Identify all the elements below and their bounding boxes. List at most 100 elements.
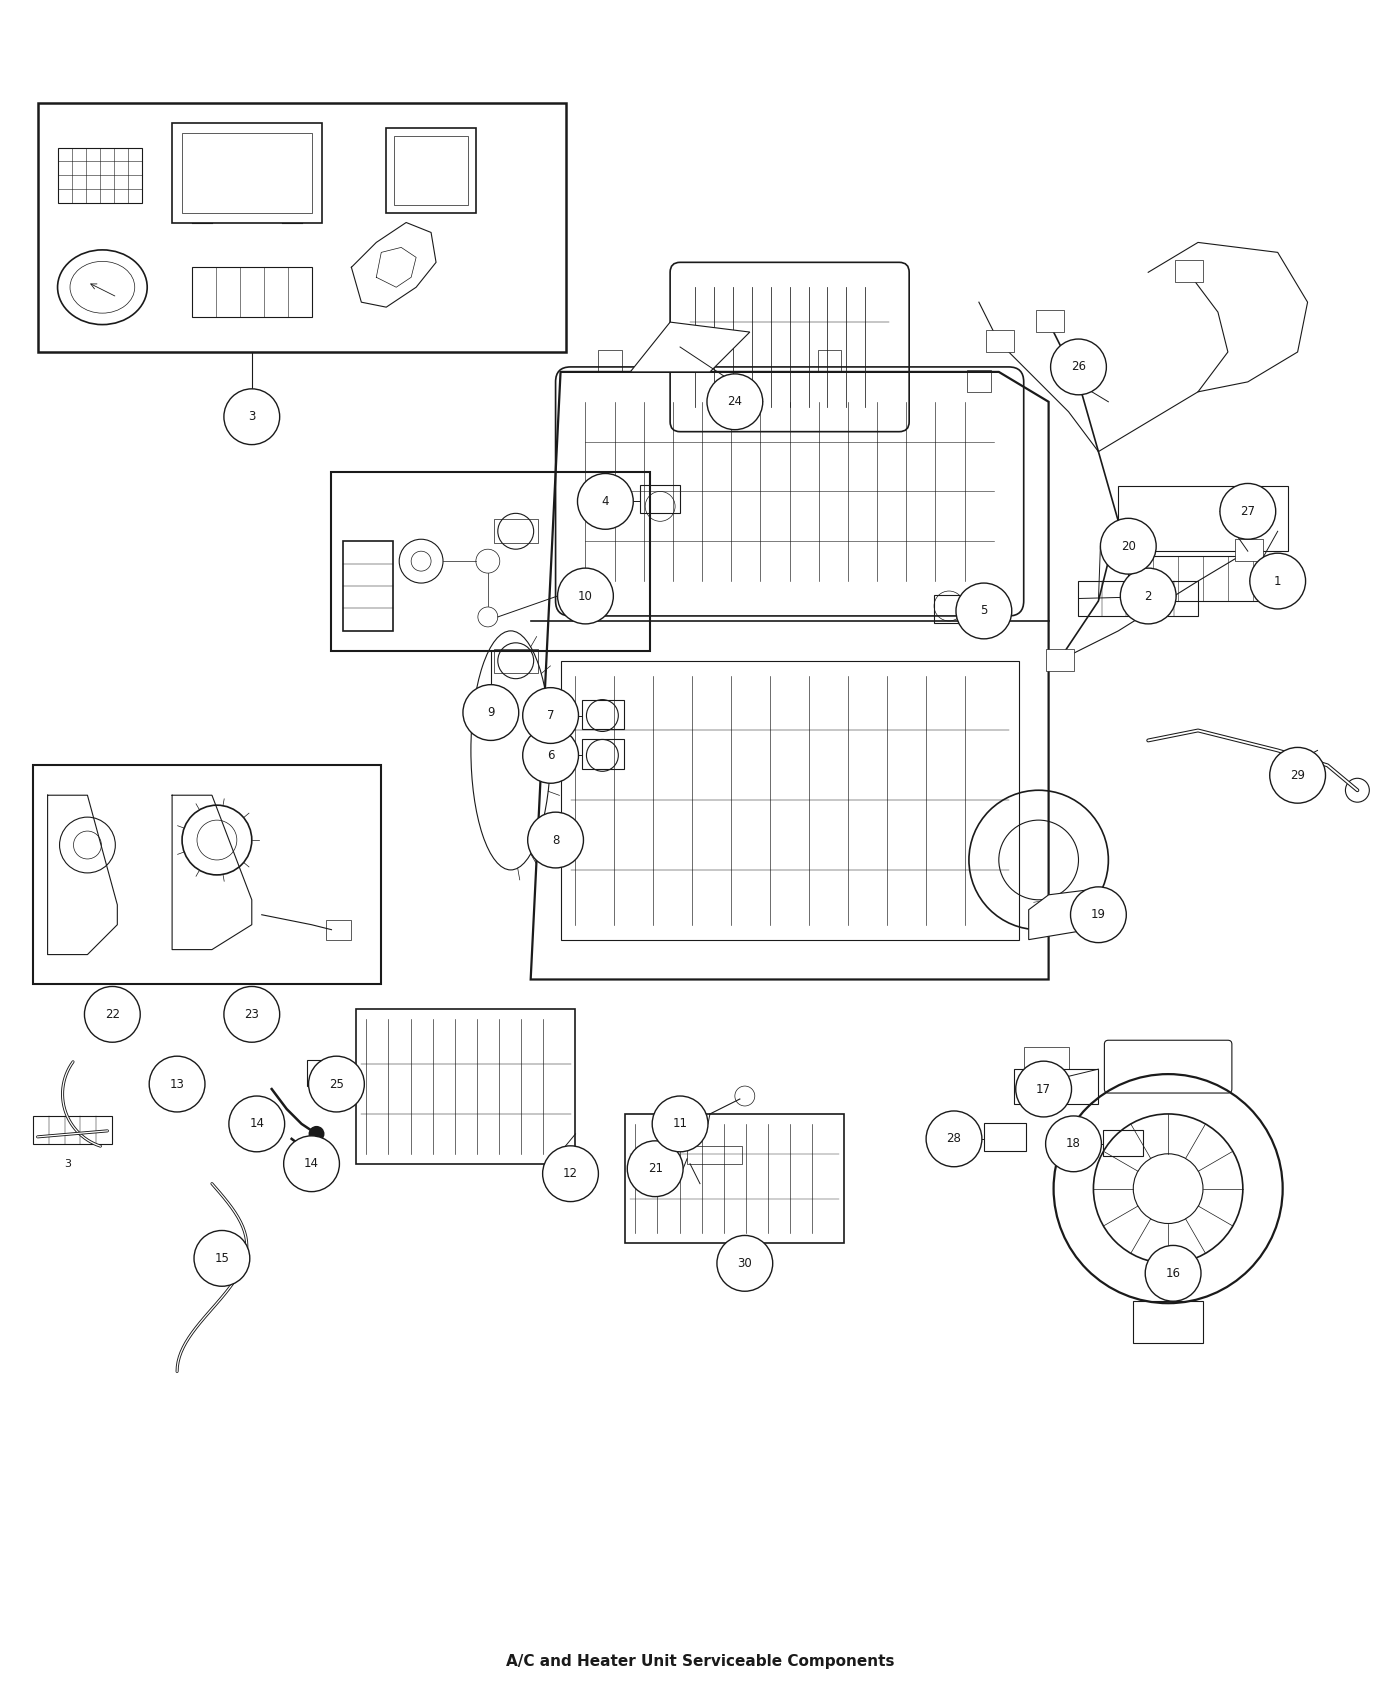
- Text: 8: 8: [552, 833, 559, 847]
- Text: 15: 15: [214, 1251, 230, 1265]
- Text: 13: 13: [169, 1078, 185, 1091]
- Text: 19: 19: [1091, 908, 1106, 921]
- Text: 24: 24: [728, 396, 742, 408]
- Text: 26: 26: [1071, 360, 1086, 374]
- Bar: [984, 1124, 1026, 1151]
- Circle shape: [1016, 1061, 1071, 1117]
- Circle shape: [224, 389, 280, 445]
- Text: 2: 2: [1144, 590, 1152, 602]
- Circle shape: [717, 1236, 773, 1292]
- Bar: [1235, 539, 1263, 561]
- Bar: [934, 595, 972, 622]
- Bar: [332, 471, 650, 651]
- Bar: [1175, 260, 1203, 282]
- Bar: [1036, 309, 1064, 332]
- Polygon shape: [1029, 889, 1109, 940]
- Bar: [1078, 581, 1198, 615]
- Bar: [986, 330, 1014, 352]
- Circle shape: [577, 474, 633, 529]
- Bar: [1023, 1047, 1068, 1069]
- Bar: [494, 518, 538, 544]
- Circle shape: [1270, 748, 1326, 802]
- Bar: [343, 541, 393, 631]
- Circle shape: [652, 1096, 708, 1153]
- Circle shape: [463, 685, 519, 741]
- Circle shape: [308, 1125, 325, 1142]
- Circle shape: [1046, 1115, 1102, 1171]
- Circle shape: [284, 1136, 339, 1192]
- Bar: [57, 148, 143, 202]
- Bar: [1119, 486, 1288, 551]
- Bar: [38, 104, 566, 352]
- Text: 4: 4: [602, 495, 609, 508]
- Circle shape: [557, 568, 613, 624]
- Text: 30: 30: [738, 1256, 752, 1270]
- Bar: [326, 920, 351, 940]
- Bar: [307, 1061, 351, 1086]
- Text: 21: 21: [648, 1163, 662, 1175]
- Circle shape: [150, 1056, 204, 1112]
- Circle shape: [1345, 779, 1369, 802]
- Bar: [598, 350, 623, 372]
- Bar: [1128, 556, 1278, 602]
- Bar: [172, 122, 322, 223]
- Text: 20: 20: [1121, 539, 1135, 552]
- Text: 17: 17: [1036, 1083, 1051, 1095]
- Circle shape: [956, 583, 1012, 639]
- Bar: [192, 267, 312, 318]
- Bar: [626, 1114, 844, 1243]
- Circle shape: [1071, 887, 1127, 942]
- Circle shape: [528, 813, 584, 869]
- Polygon shape: [630, 321, 750, 372]
- Circle shape: [522, 728, 578, 784]
- Text: 9: 9: [487, 706, 494, 719]
- Circle shape: [1145, 1246, 1201, 1300]
- Bar: [582, 700, 624, 729]
- Text: 5: 5: [980, 605, 987, 617]
- Circle shape: [925, 1112, 981, 1166]
- Text: 10: 10: [578, 590, 592, 602]
- Bar: [32, 1115, 112, 1144]
- Circle shape: [1120, 568, 1176, 624]
- Bar: [1133, 1300, 1203, 1343]
- Circle shape: [543, 1146, 598, 1202]
- Text: 7: 7: [547, 709, 554, 722]
- Bar: [582, 740, 624, 770]
- Text: 16: 16: [1166, 1266, 1180, 1280]
- Bar: [640, 486, 680, 513]
- Bar: [1103, 1130, 1144, 1156]
- Bar: [560, 661, 1019, 940]
- Text: 22: 22: [105, 1008, 120, 1020]
- Circle shape: [707, 374, 763, 430]
- Bar: [967, 371, 991, 391]
- Circle shape: [1219, 483, 1275, 539]
- Bar: [687, 1146, 742, 1165]
- Text: 29: 29: [1291, 768, 1305, 782]
- Text: 3: 3: [64, 1159, 71, 1170]
- Bar: [494, 649, 538, 673]
- Bar: [32, 765, 381, 984]
- Bar: [182, 133, 312, 212]
- Text: 14: 14: [249, 1117, 265, 1130]
- Circle shape: [224, 986, 280, 1042]
- Bar: [395, 136, 468, 204]
- Circle shape: [1100, 518, 1156, 575]
- Text: A/C and Heater Unit Serviceable Components: A/C and Heater Unit Serviceable Componen…: [505, 1654, 895, 1669]
- Circle shape: [308, 1056, 364, 1112]
- Text: 23: 23: [245, 1008, 259, 1020]
- Text: 28: 28: [946, 1132, 962, 1146]
- Circle shape: [1050, 338, 1106, 394]
- Text: 25: 25: [329, 1078, 344, 1091]
- Bar: [386, 128, 476, 212]
- Text: 27: 27: [1240, 505, 1256, 518]
- Circle shape: [195, 1231, 249, 1287]
- Circle shape: [314, 1161, 329, 1176]
- Text: 3: 3: [248, 410, 255, 423]
- Circle shape: [627, 1141, 683, 1197]
- Circle shape: [228, 1096, 284, 1153]
- Bar: [1014, 1069, 1099, 1103]
- Text: 18: 18: [1065, 1137, 1081, 1151]
- Bar: [818, 350, 841, 372]
- Circle shape: [522, 687, 578, 743]
- Circle shape: [84, 986, 140, 1042]
